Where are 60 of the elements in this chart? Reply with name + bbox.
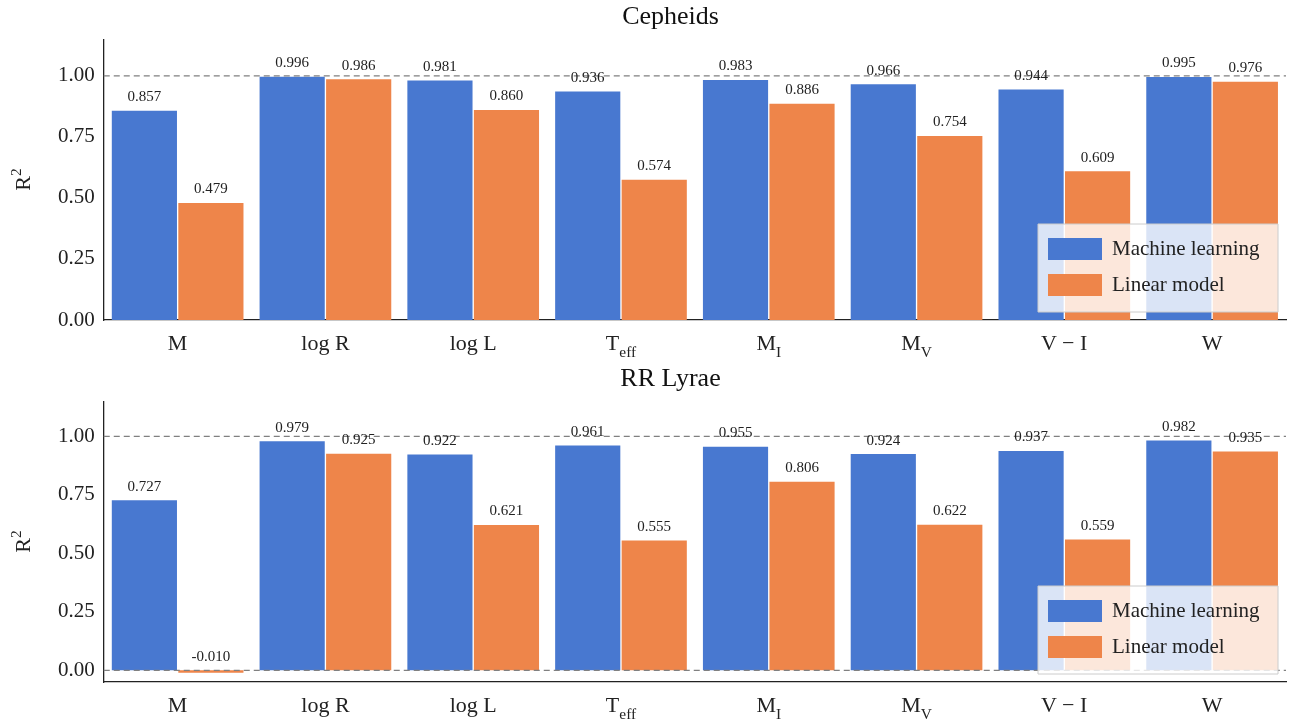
data-label: 0.976: [1228, 59, 1263, 76]
y-tick-label: 0.00: [58, 656, 95, 681]
x-tick-label: V − I: [1041, 330, 1088, 355]
y-tick-label: 0.75: [58, 481, 95, 506]
data-label: 0.925: [341, 431, 376, 448]
data-label: 0.621: [489, 502, 524, 519]
data-label: 0.996: [275, 54, 310, 71]
y-tick-label: 0.50: [58, 539, 95, 564]
data-label: 0.955: [718, 424, 753, 441]
data-label: 0.806: [785, 459, 820, 476]
x-tick-label: V − I: [1041, 692, 1088, 717]
legend-label: Linear model: [1112, 633, 1225, 658]
legend-label: Machine learning: [1112, 235, 1261, 260]
data-label: 0.986: [341, 56, 377, 73]
chart-title: Cepheids: [622, 1, 719, 31]
chart-title: RR Lyrae: [620, 363, 721, 393]
data-label: 0.966: [866, 61, 901, 78]
legend-label: Linear model: [1112, 271, 1225, 296]
x-tick-label: W: [1201, 692, 1223, 717]
data-label: 0.982: [1161, 417, 1196, 434]
data-label: 0.727: [127, 477, 162, 494]
data-label: 0.983: [718, 57, 753, 74]
x-tick-label: log R: [301, 692, 350, 717]
y-tick-label: 0.00: [58, 306, 95, 331]
x-tick-label: log L: [449, 330, 497, 355]
data-label: 0.857: [127, 88, 162, 105]
y-tick-label: 0.25: [58, 598, 95, 623]
y-axis-title: R2: [7, 168, 35, 191]
y-tick-label: 1.00: [58, 422, 95, 447]
data-label: 0.935: [1228, 428, 1263, 445]
data-label: -0.010: [191, 647, 231, 664]
y-tick-label: 0.75: [58, 123, 95, 148]
data-label: 0.961: [570, 422, 605, 439]
data-label: 0.555: [637, 517, 672, 534]
x-tick-label: W: [1201, 330, 1223, 355]
x-tick-label: M: [167, 692, 188, 717]
data-label: 0.479: [194, 180, 228, 197]
data-label: 0.886: [785, 81, 820, 98]
data-label: 0.936: [570, 68, 606, 85]
x-tick-label: log L: [449, 692, 497, 717]
x-tick-label: M: [167, 330, 188, 355]
data-label: 0.622: [932, 502, 967, 519]
data-label: 0.574: [637, 157, 672, 174]
data-label: 0.937: [1014, 428, 1049, 445]
legend-label: Machine learning: [1112, 597, 1261, 622]
y-tick-label: 0.50: [58, 184, 95, 209]
data-label: 0.944: [1014, 66, 1049, 83]
data-label: 0.754: [932, 113, 968, 130]
data-label: 0.609: [1080, 148, 1115, 165]
data-label: 0.559: [1080, 516, 1115, 533]
y-tick-label: 0.25: [58, 245, 95, 270]
data-label: 0.924: [866, 431, 901, 448]
data-label: 0.922: [423, 431, 457, 448]
y-tick-label: 1.00: [58, 62, 95, 87]
x-tick-label: log R: [301, 330, 350, 355]
data-label: 0.981: [423, 57, 457, 74]
data-label: 0.995: [1161, 54, 1196, 71]
data-label: 0.860: [489, 87, 524, 104]
y-axis-title: R2: [7, 530, 35, 553]
data-label: 0.979: [275, 418, 310, 435]
